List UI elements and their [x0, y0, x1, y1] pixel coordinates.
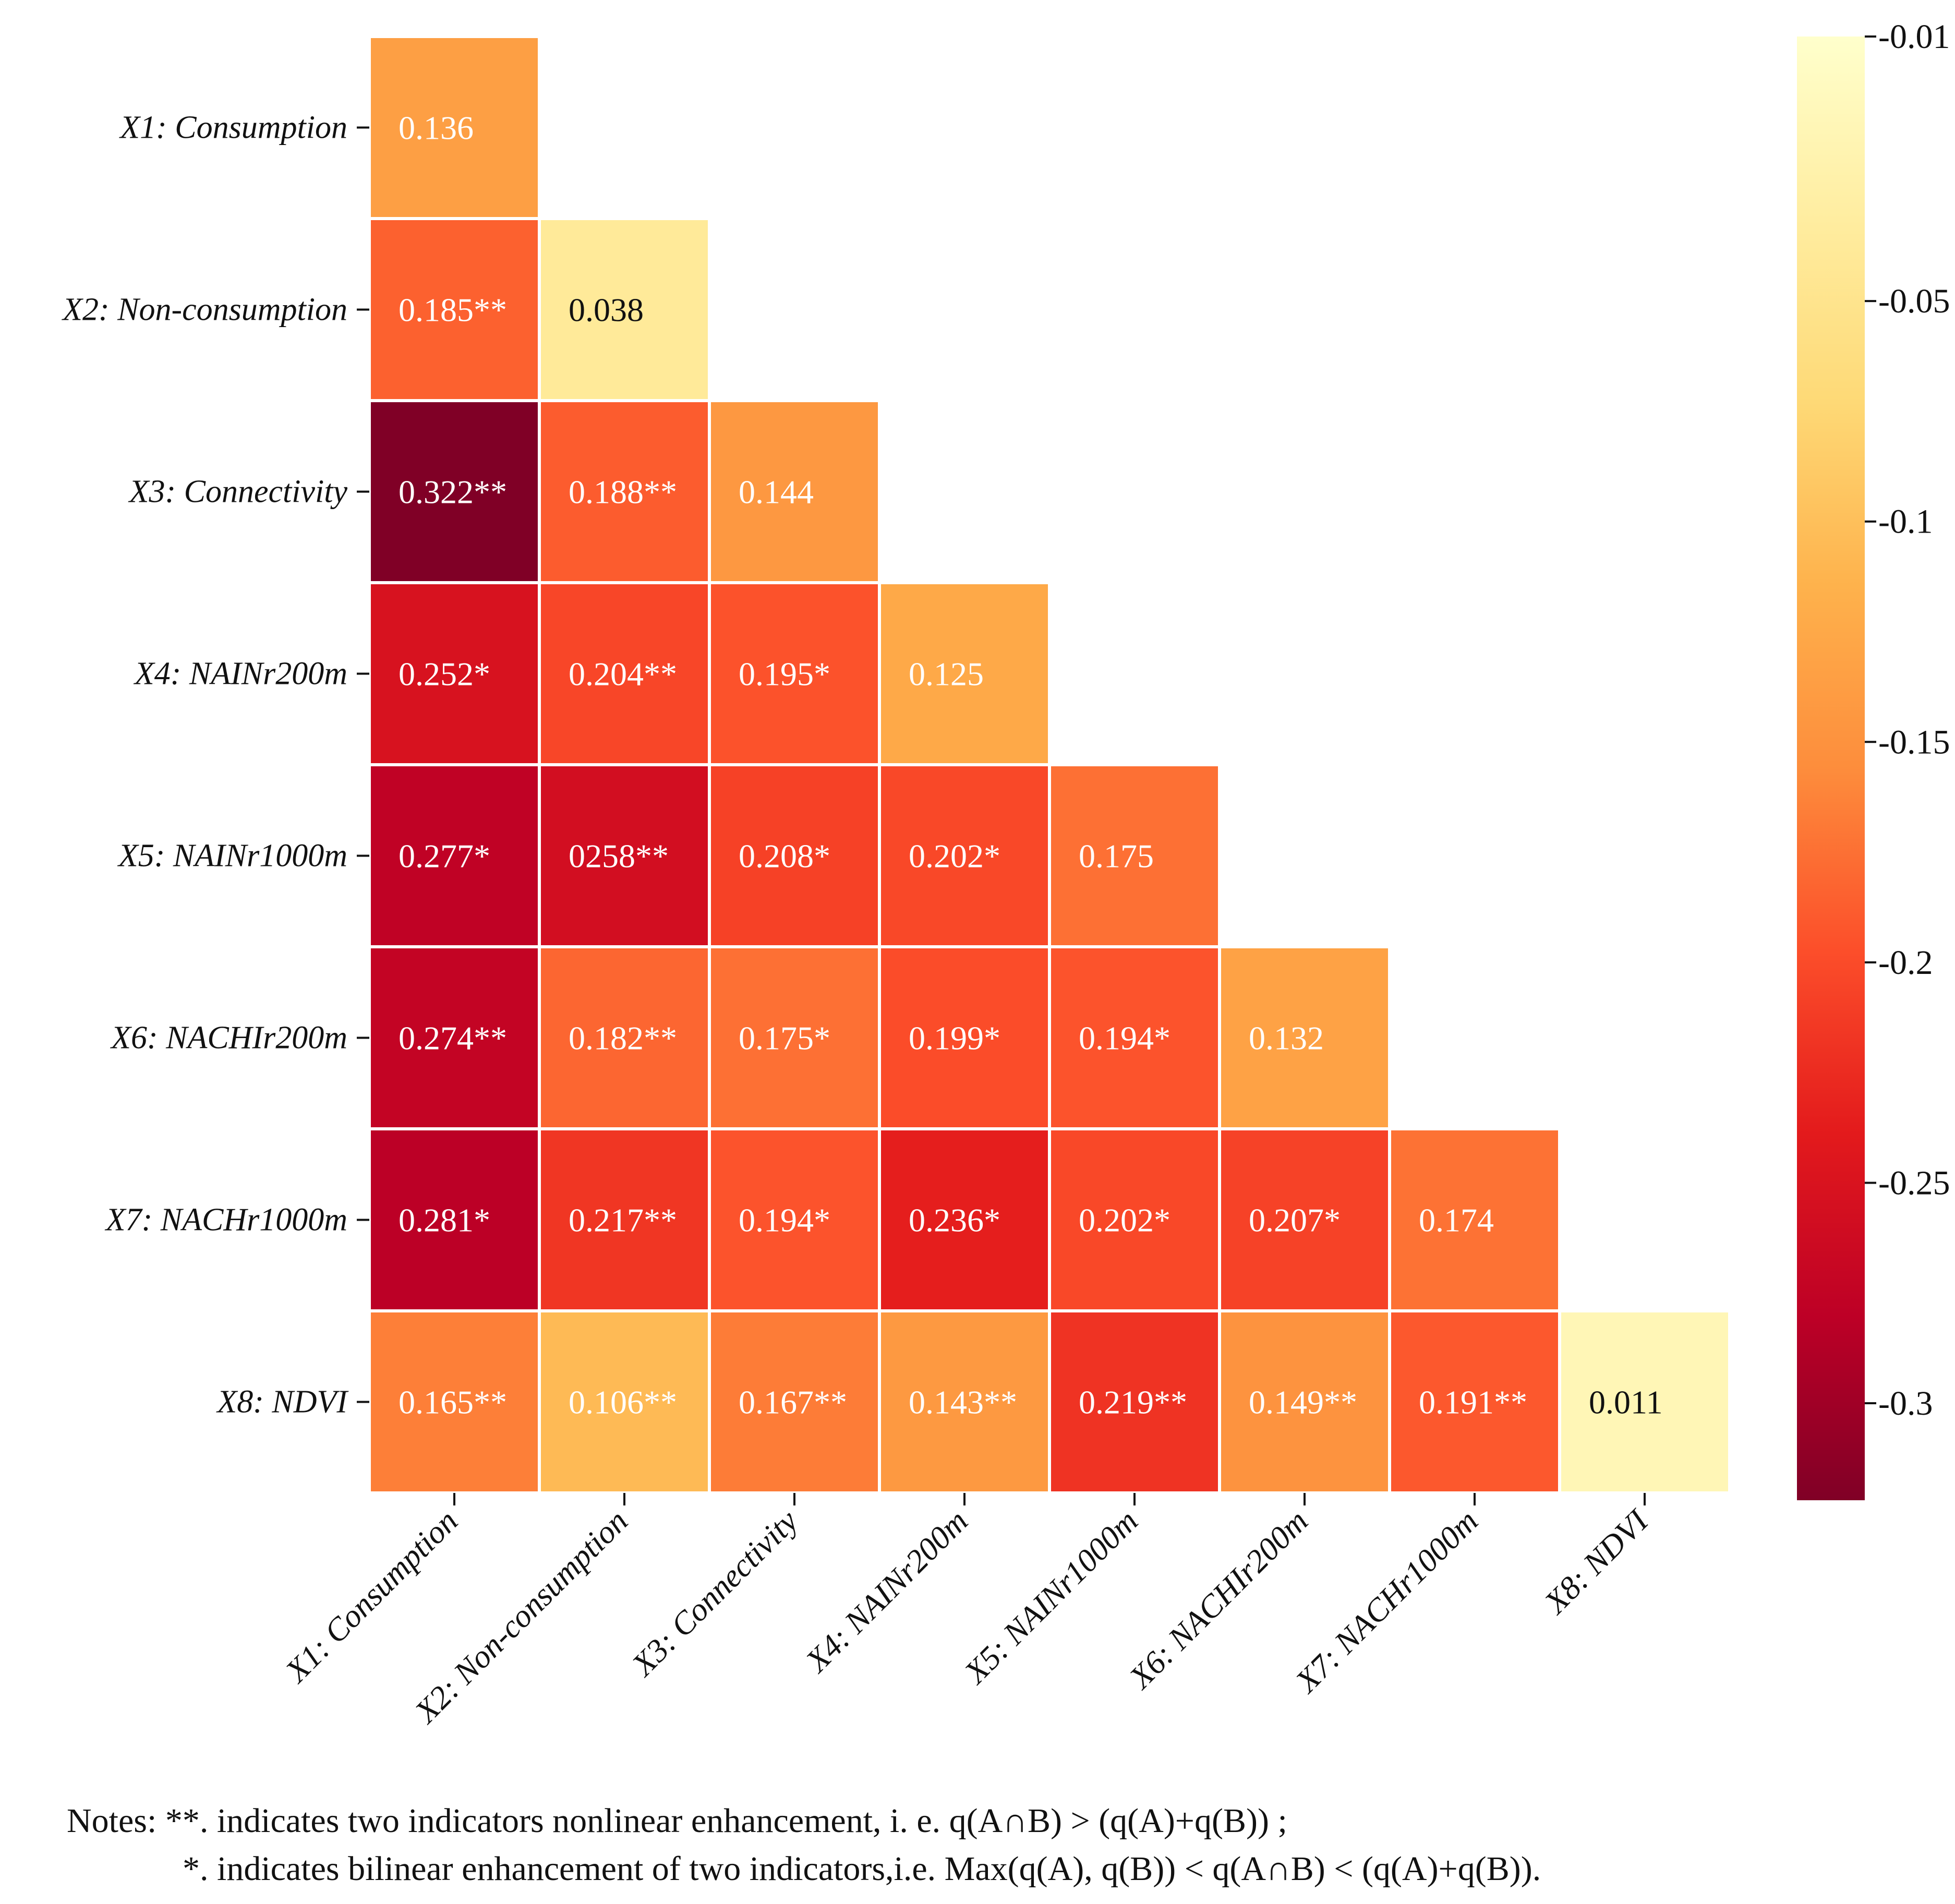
cell-label-r8-c3: 0.167**	[739, 1384, 847, 1421]
heatmap-cell-r7-c4	[878, 1127, 1051, 1312]
heatmap-cell-r5-c4	[878, 763, 1051, 948]
heatmap-cell-r6-c4	[878, 945, 1051, 1130]
y-tick-label-1: X1: Consumption	[118, 110, 347, 146]
y-tick-label-2: X2: Non-consumption	[61, 292, 347, 328]
heatmap-cell-r3-c3	[708, 399, 881, 584]
cell-label-r7-c6: 0.207*	[1249, 1202, 1341, 1239]
cell-label-r8-c7: 0.191**	[1419, 1384, 1527, 1421]
cell-label-r7-c5: 0.202*	[1079, 1202, 1170, 1239]
cell-label-r8-c1: 0.165**	[399, 1384, 507, 1421]
colorbar-tick-label-6: -0.25	[1878, 1164, 1950, 1202]
notes: Notes: **. indicates two indicators nonl…	[67, 1802, 1541, 1888]
cell-label-r5-c4: 0.202*	[909, 838, 1000, 875]
cell-label-r4-c2: 0.204**	[569, 656, 677, 693]
heatmap-cell-r2-c1	[368, 217, 541, 402]
y-tick-label-8: X8: NDVI	[215, 1384, 349, 1420]
x-tick-label-8: X8: NDVI	[1537, 1502, 1656, 1621]
cell-label-r4-c3: 0.195*	[739, 656, 830, 693]
y-tick-label-5: X5: NAINr1000m	[117, 838, 347, 874]
x-tick-label-6: X6: NACHIr200m	[1121, 1503, 1314, 1696]
heatmap-cell-r8-c1	[368, 1309, 541, 1495]
cell-label-r8-c5: 0.219**	[1079, 1384, 1187, 1421]
cell-label-r8-c8: 0.011	[1589, 1384, 1663, 1421]
x-tick-label-7: X7: NACHr1000m	[1288, 1503, 1485, 1701]
y-tick-label-7: X7: NACHr1000m	[104, 1202, 347, 1238]
cell-label-r5-c1: 0.277*	[399, 838, 490, 875]
x-tick-label-1: X1: Consumption	[278, 1503, 465, 1690]
heatmap-cell-r7-c6	[1218, 1127, 1391, 1312]
heatmap-cell-r8-c8	[1558, 1309, 1731, 1495]
y-axis: X1: Consumption X2: Non-consumption X3: Co…	[61, 110, 369, 1420]
heatmap-cell-r7-c2	[538, 1127, 711, 1312]
heatmap-cells: 0.136 0.185** 0.038 0.322** 0.188** 0.144 0.25…	[368, 35, 1731, 1495]
cell-label-r1-c1: 0.136	[399, 110, 474, 147]
y-tick-label-4: X4: NAINr200m	[133, 656, 347, 692]
y-tick-label-3: X3: Connectivity	[128, 474, 348, 510]
cell-label-r2-c2: 0.038	[569, 292, 644, 329]
cell-label-r5-c3: 0.208*	[739, 838, 830, 875]
cell-label-r8-c4: 0.143**	[909, 1384, 1017, 1421]
cell-label-r3-c3: 0.144	[739, 474, 814, 511]
cell-label-r4-c4: 0.125	[909, 656, 984, 693]
heatmap-cell-r6-c6	[1218, 945, 1391, 1130]
colorbar: -0.01 -0.05 -0.1 -0.15 -0.2 -0.25 -0.3	[1797, 18, 1950, 1500]
cell-label-r5-c2: 0258**	[569, 838, 669, 875]
heatmap-cell-r4-c2	[538, 581, 711, 766]
x-tick-label-3: X3: Connectivity	[624, 1503, 805, 1683]
heatmap-cell-r2-c2	[538, 217, 711, 402]
cell-label-r7-c7: 0.174	[1419, 1202, 1494, 1239]
cell-label-r3-c2: 0.188**	[569, 474, 677, 511]
cell-label-r7-c2: 0.217**	[569, 1202, 677, 1239]
colorbar-tick-label-1: -0.01	[1878, 18, 1950, 56]
note-line-1: Notes: **. indicates two indicators nonl…	[67, 1802, 1287, 1840]
colorbar-tick-label-2: -0.05	[1878, 282, 1950, 320]
cell-label-r3-c1: 0.322**	[399, 474, 507, 511]
heatmap-cell-r1-c1	[368, 35, 541, 220]
note-line-2: *. indicates bilinear enhancement of two…	[183, 1850, 1541, 1888]
heatmap-cell-r7-c1	[368, 1127, 541, 1312]
heatmap-cell-r6-c2	[538, 945, 711, 1130]
y-tick-label-6: X6: NACHIr200m	[110, 1020, 347, 1056]
cell-label-r4-c1: 0.252*	[399, 656, 490, 693]
cell-label-r6-c5: 0.194*	[1079, 1020, 1170, 1057]
cell-label-r5-c5: 0.175	[1079, 838, 1154, 875]
colorbar-tick-label-5: -0.2	[1878, 944, 1933, 982]
cell-label-r7-c1: 0.281*	[399, 1202, 490, 1239]
heatmap-cell-r7-c7	[1388, 1127, 1561, 1312]
x-tick-label-5: X5: NAINr1000m	[957, 1503, 1145, 1692]
cell-label-r6-c4: 0.199*	[909, 1020, 1000, 1057]
cell-label-r8-c2: 0.106**	[569, 1384, 677, 1421]
heatmap-cell-r8-c3	[708, 1309, 881, 1495]
colorbar-tick-label-7: -0.3	[1878, 1384, 1933, 1423]
heatmap-cell-r5-c2	[538, 763, 711, 948]
heatmap-cell-r4-c4	[878, 581, 1051, 766]
cell-label-r2-c1: 0.185**	[399, 292, 507, 329]
colorbar-gradient	[1797, 37, 1865, 1500]
colorbar-tick-label-3: -0.1	[1878, 503, 1933, 541]
heatmap-cell-r6-c5	[1048, 945, 1221, 1130]
cell-label-r6-c6: 0.132	[1249, 1020, 1324, 1057]
cell-label-r7-c4: 0.236*	[909, 1202, 1000, 1239]
cell-label-r6-c1: 0.274**	[399, 1020, 507, 1057]
cell-label-r8-c6: 0.149**	[1249, 1384, 1357, 1421]
x-tick-label-4: X4: NAINr200m	[798, 1503, 975, 1680]
colorbar-tick-label-4: -0.15	[1878, 723, 1950, 761]
colorbar-ticks: -0.01 -0.05 -0.1 -0.15 -0.2 -0.25 -0.3	[1865, 18, 1950, 1423]
cell-label-r7-c3: 0.194*	[739, 1202, 830, 1239]
heatmap-cell-r6-c3	[708, 945, 881, 1130]
cell-label-r6-c2: 0.182**	[569, 1020, 677, 1057]
cell-label-r6-c3: 0.175*	[739, 1020, 830, 1057]
